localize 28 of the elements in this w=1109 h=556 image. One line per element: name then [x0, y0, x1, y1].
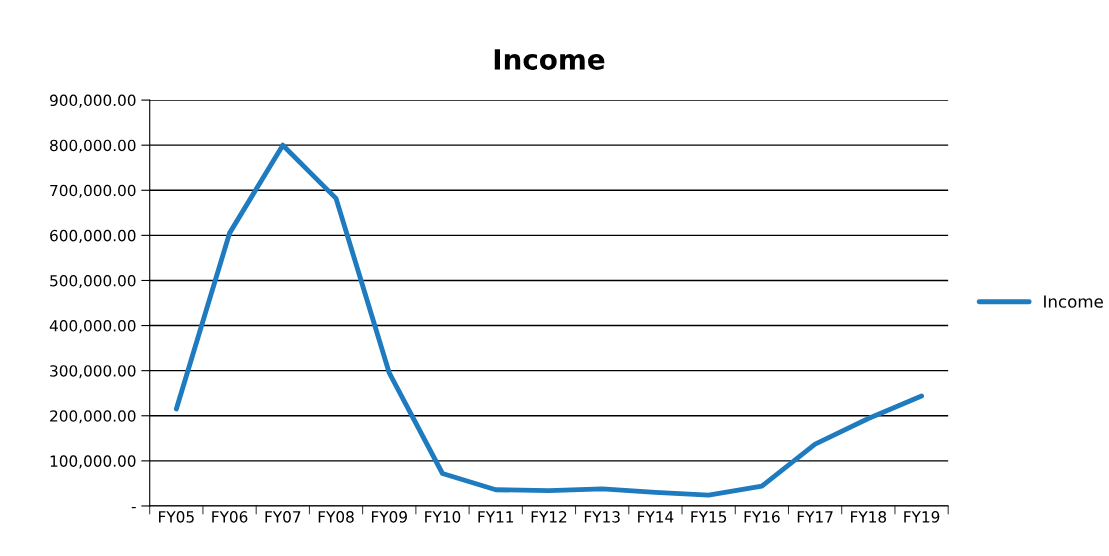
y-tick-label: 500,000.00	[50, 274, 136, 289]
y-tick-label: 600,000.00	[50, 229, 136, 243]
x-tick-label: FY10	[425, 511, 461, 523]
y-tick-label: 100,000.00	[50, 455, 136, 469]
x-tick-label: FY14	[638, 511, 674, 523]
x-tick-label: FY15	[691, 511, 727, 523]
x-tick-label: FY11	[478, 511, 514, 523]
x-tick-label: FY08	[318, 511, 354, 523]
y-tick-label: 700,000.00	[50, 184, 136, 198]
x-tick-label: FY06	[212, 511, 248, 523]
y-tick-label: 300,000.00	[50, 365, 136, 379]
line-series	[173, 142, 925, 498]
x-tick-label: FY18	[851, 511, 887, 523]
y-tick-label: -	[131, 506, 136, 509]
chart-title: Income	[494, 49, 605, 70]
x-tick-label: FY12	[531, 511, 567, 523]
y-tick-label: 800,000.00	[50, 139, 136, 153]
x-tick-label: FY17	[797, 511, 833, 523]
legend-label: Income	[1044, 295, 1103, 308]
y-tick-label: 200,000.00	[50, 410, 136, 424]
x-tick-label: FY07	[265, 511, 301, 523]
x-tick-label: FY16	[744, 511, 780, 523]
y-tick-label: 900,000.00	[50, 94, 136, 108]
y-tick-label: 400,000.00	[49, 320, 136, 334]
x-tick-label: FY13	[584, 511, 620, 523]
x-tick-label: FY05	[159, 511, 194, 523]
x-tick-label: FY09	[371, 511, 407, 523]
x-tick-label: FY19	[904, 511, 940, 523]
